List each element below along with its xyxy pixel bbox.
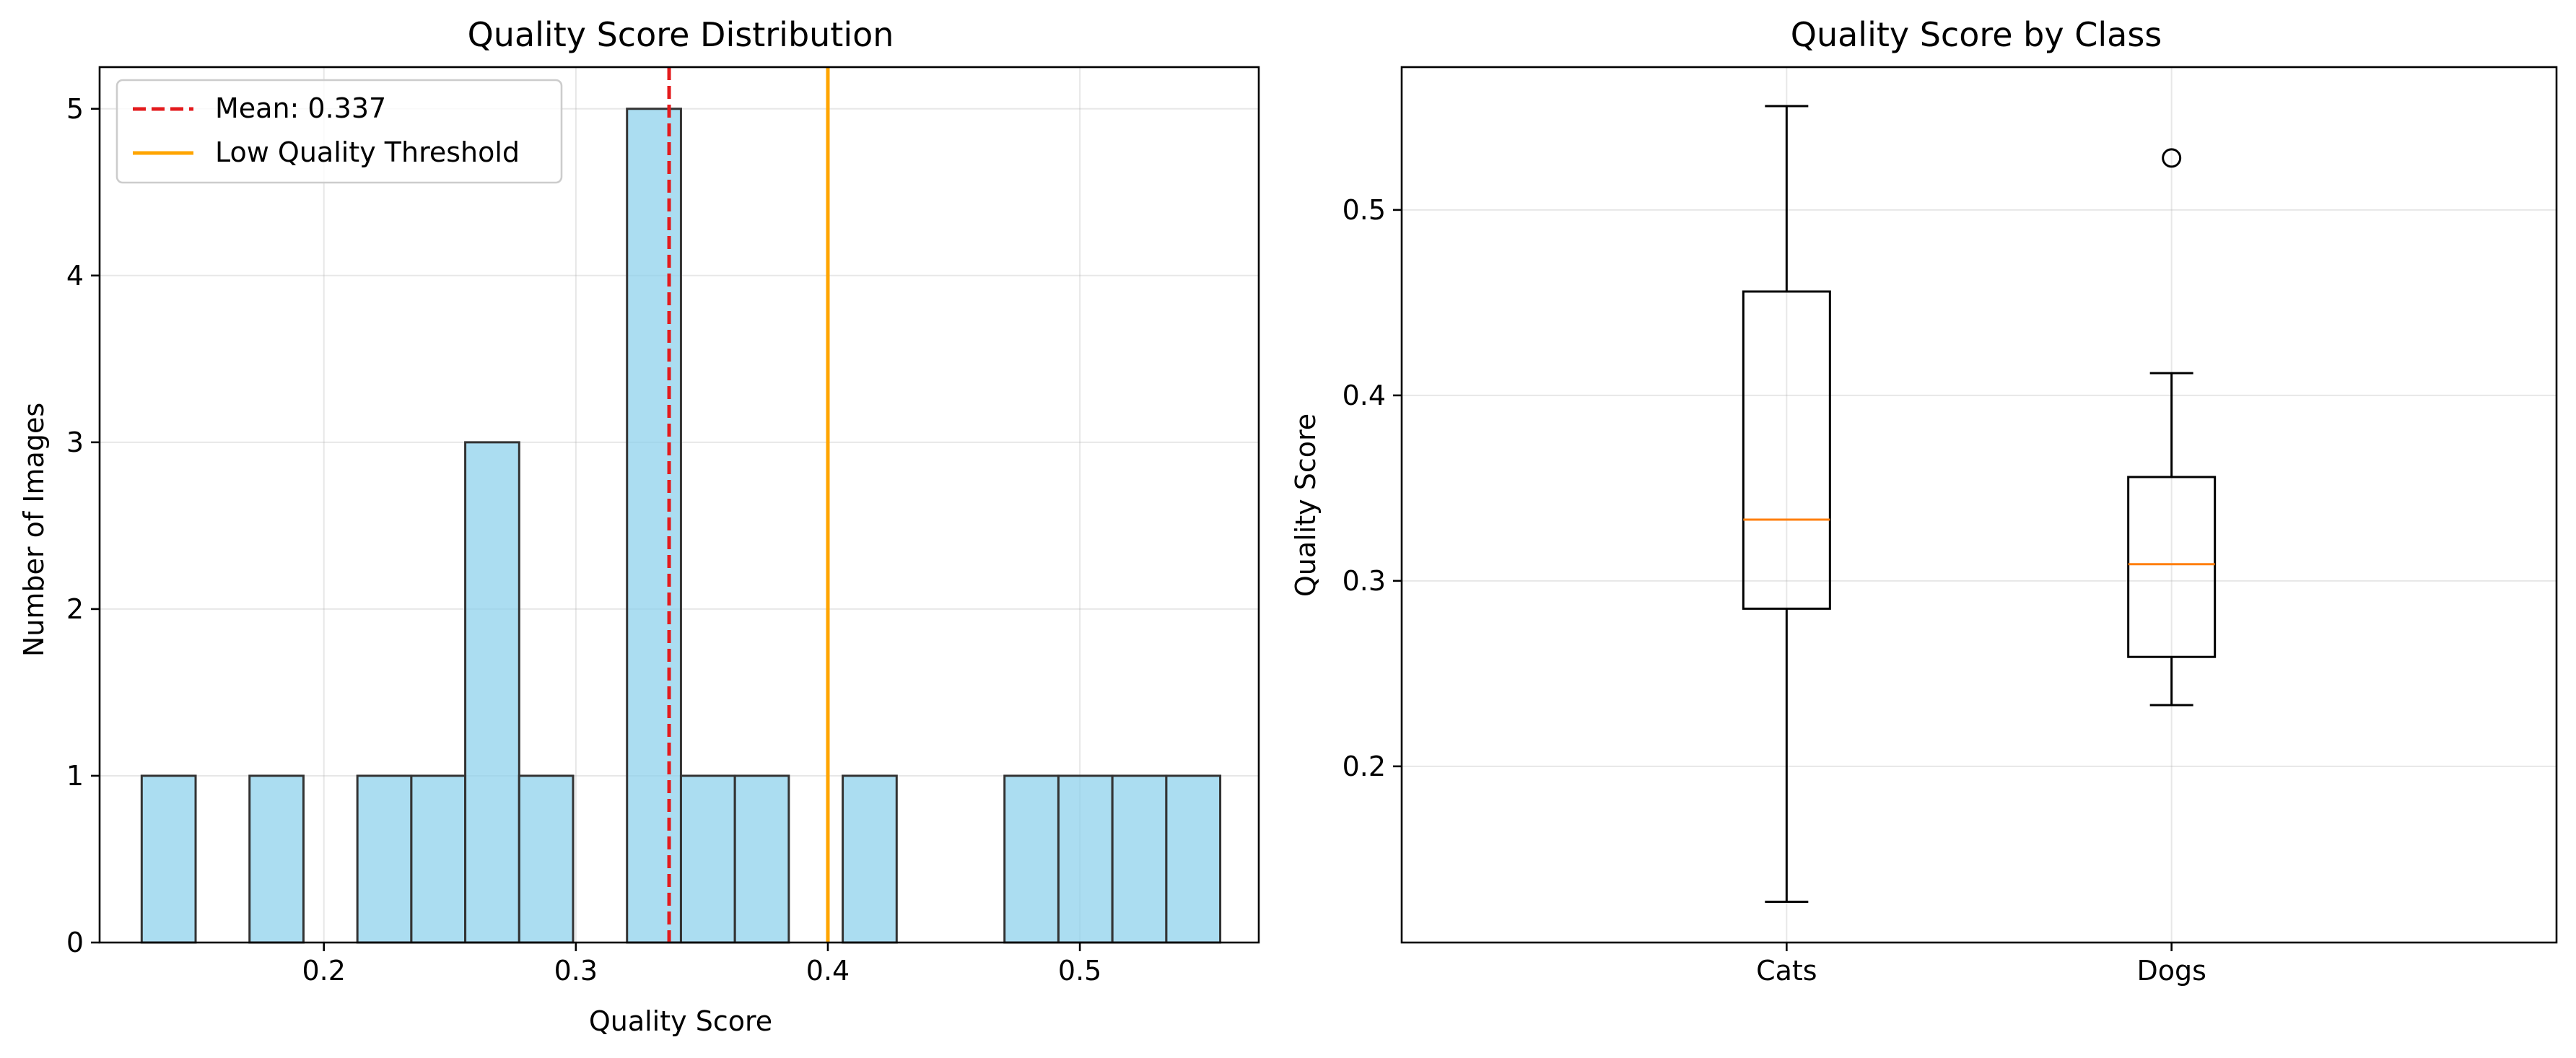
histogram-bar (1003, 774, 1060, 944)
x-tick-label: 0.3 (554, 955, 598, 987)
y-tick-label: 0.5 (1342, 194, 1386, 226)
legend-mean-label: Mean: 0.337 (215, 92, 386, 124)
histogram-x-ticks: 0.2 0.3 0.4 0.5 (302, 943, 1101, 987)
x-tick-label: 0.2 (302, 955, 346, 987)
histogram-bar (1165, 774, 1222, 944)
y-tick-label: 4 (66, 260, 84, 292)
category-label: Cats (1756, 955, 1817, 987)
histogram-bars (140, 108, 1222, 944)
y-tick-label: 3 (66, 427, 84, 458)
outlier-point (2162, 148, 2182, 168)
histogram-bar (140, 774, 197, 944)
histogram-bar (733, 774, 790, 944)
histogram-title: Quality Score Distribution (468, 15, 894, 54)
box-cats (1742, 105, 1831, 903)
iqr-box (1742, 290, 1831, 610)
histogram-bar (410, 774, 467, 944)
box-dogs (2127, 148, 2217, 707)
histogram-bar (356, 774, 413, 944)
legend-threshold-label: Low Quality Threshold (215, 136, 520, 168)
histogram-bar (518, 774, 575, 944)
histogram-bar (1057, 774, 1114, 944)
legend-box (115, 79, 563, 184)
histogram-y-axis-label: Number of Images (18, 403, 50, 657)
iqr-box (2127, 476, 2217, 658)
boxplot-plot-frame (1400, 66, 2558, 944)
y-tick-label: 0.3 (1342, 565, 1386, 597)
boxplot-y-axis-label: Quality Score (1290, 414, 1322, 597)
y-tick-label: 0 (66, 927, 84, 958)
histogram-panel: Quality Score Distribution Quality Score… (18, 15, 1260, 1037)
histogram-bar (248, 774, 305, 944)
y-tick-label: 1 (66, 760, 84, 792)
boxplot-y-ticks: 0.2 0.3 0.4 0.5 (1342, 194, 1402, 782)
histogram-legend: Mean: 0.337 Low Quality Threshold (115, 79, 563, 184)
y-tick-label: 0.4 (1342, 380, 1386, 411)
histogram-plot-frame (98, 66, 1260, 944)
histogram-x-axis-label: Quality Score (589, 1005, 772, 1037)
y-tick-label: 0.2 (1342, 751, 1386, 782)
category-label: Dogs (2136, 955, 2206, 987)
histogram-reference-lines (667, 67, 830, 943)
histogram-bar (679, 774, 736, 944)
boxplot-x-ticks: Cats Dogs (1756, 943, 2206, 987)
boxplot-boxes (1742, 105, 2217, 903)
histogram-bar (1111, 774, 1168, 944)
boxplot-panel: Quality Score by Class Quality Score Cat… (1290, 15, 2558, 987)
boxplot-title: Quality Score by Class (1791, 15, 2162, 54)
histogram-bar (626, 108, 682, 944)
histogram-bar (464, 441, 520, 944)
histogram-y-ticks: 0 1 2 3 4 5 (66, 93, 100, 958)
y-tick-label: 5 (66, 93, 84, 125)
histogram-bar (842, 774, 898, 944)
x-tick-label: 0.4 (806, 955, 850, 987)
y-tick-label: 2 (66, 593, 84, 625)
x-tick-label: 0.5 (1058, 955, 1101, 987)
